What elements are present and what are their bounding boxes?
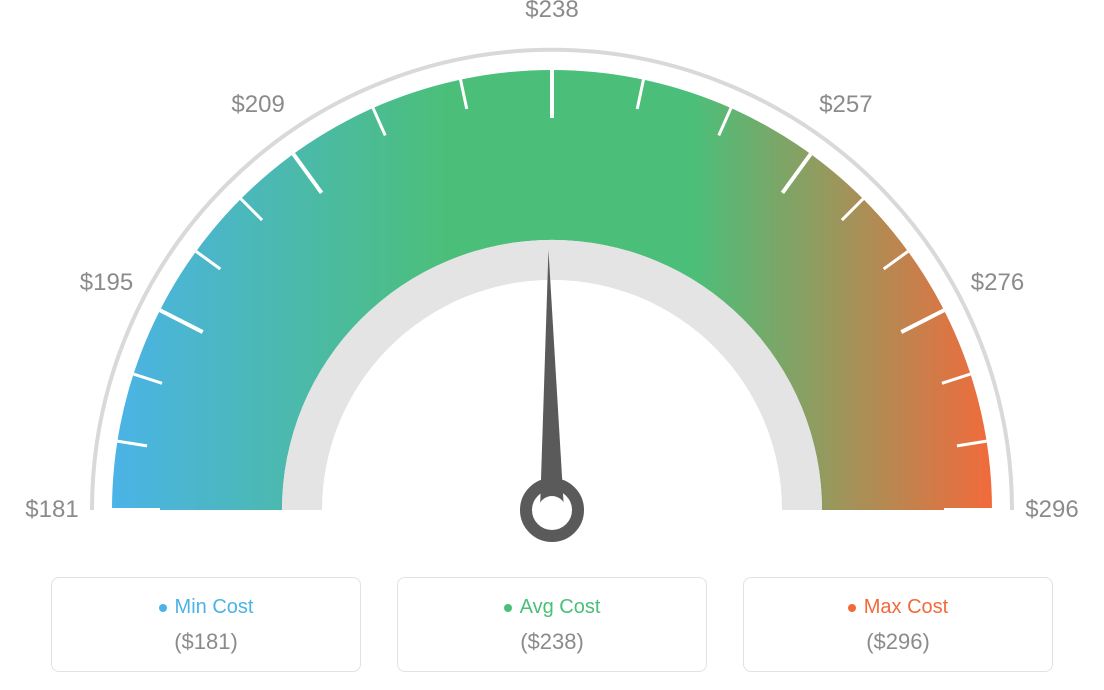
legend-max-card: Max Cost ($296) <box>743 577 1053 672</box>
legend-max-value: ($296) <box>744 629 1052 655</box>
gauge-tick-label: $195 <box>80 269 133 297</box>
gauge-tick-label: $181 <box>25 496 78 524</box>
legend-avg-card: Avg Cost ($238) <box>397 577 707 672</box>
gauge-tick-label: $238 <box>525 0 578 24</box>
legend-min-label: Min Cost <box>159 596 254 619</box>
legend-min-card: Min Cost ($181) <box>51 577 361 672</box>
needle-hub-inner <box>538 496 566 524</box>
legend-avg-value: ($238) <box>398 629 706 655</box>
gauge-tick-label: $296 <box>1025 496 1078 524</box>
gauge-tick-label: $209 <box>231 91 284 119</box>
cost-gauge: $181 $195 $209 $238 $257 $276 $296 <box>0 0 1104 560</box>
gauge-tick-label: $257 <box>819 91 872 119</box>
legend-min-value: ($181) <box>52 629 360 655</box>
legend-avg-label: Avg Cost <box>504 596 601 619</box>
legend-row: Min Cost ($181) Avg Cost ($238) Max Cost… <box>0 577 1104 672</box>
gauge-needle <box>540 250 564 510</box>
gauge-tick-label: $276 <box>971 269 1024 297</box>
gauge-svg <box>0 0 1104 560</box>
legend-max-label: Max Cost <box>848 596 948 619</box>
